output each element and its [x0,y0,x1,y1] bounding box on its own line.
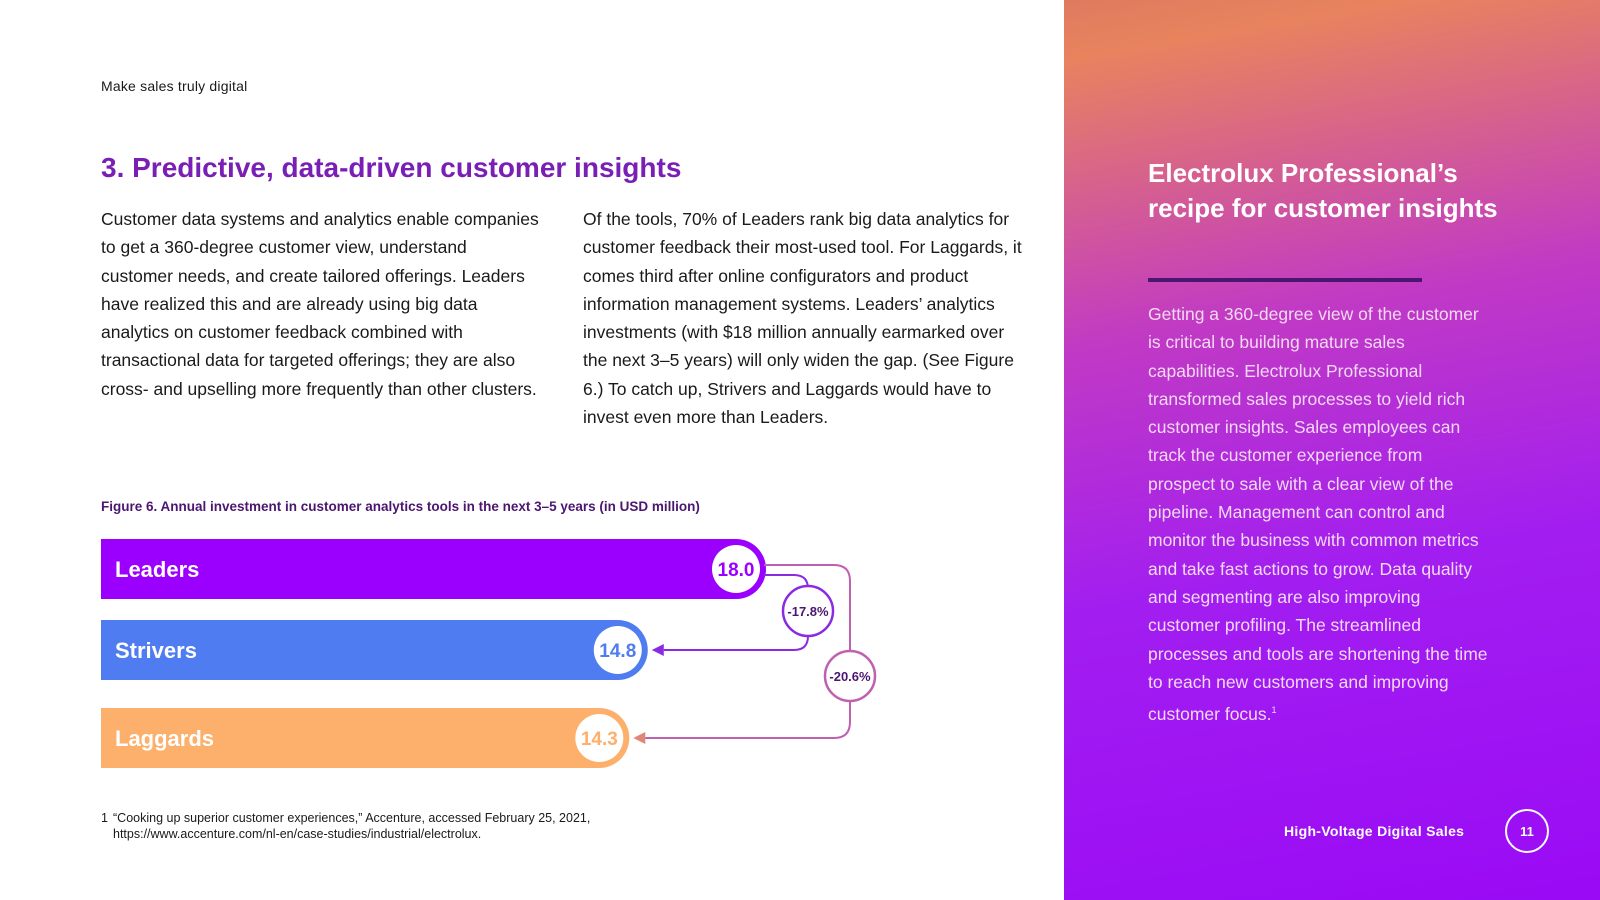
bar-leaders [101,539,766,599]
bar-laggards [101,708,630,768]
figure-title: Figure 6. Annual investment in customer … [101,499,700,514]
body-paragraph-2: Of the tools, 70% of Leaders rank big da… [583,209,1022,428]
sidebar-panel: Electrolux Professional’s recipe for cus… [1064,0,1600,900]
body-paragraph-1: Customer data systems and analytics enab… [101,209,539,399]
sidebar-body-text: Getting a 360-degree view of the custome… [1148,304,1488,724]
value-label-strivers: 14.8 [599,641,636,662]
annotation-circle-strivers [781,584,835,638]
bar-label-laggards: Laggards [115,726,214,751]
sidebar-divider [1148,278,1422,282]
bar-label-leaders: Leaders [115,557,199,582]
section-title: 3. Predictive, data-driven customer insi… [101,152,682,183]
value-circle-strivers [593,626,642,674]
bar-strivers [101,620,648,680]
footnote-url: https://www.accenture.com/nl-en/case-stu… [113,827,482,841]
footnote-number: 1 [101,811,108,825]
bar-label-strivers: Strivers [115,638,197,663]
value-label-leaders: 18.0 [718,560,755,581]
page-number-badge: 11 [1505,809,1549,853]
footer-report-title: High-Voltage Digital Sales [1284,823,1465,839]
annotation-label-strivers: -17.8% [787,604,829,619]
value-circle-leaders [712,545,760,593]
sidebar-footnote-ref: 1 [1271,705,1277,716]
investment-bar-chart: Leaders 18.0 Strivers 14.8 Laggards 14.3 -17.8… [101,539,877,768]
sidebar-title: Electrolux Professional’s recipe for cus… [1148,158,1498,223]
value-label-laggards: 14.3 [581,729,618,750]
sidebar-body: Getting a 360-degree view of the custome… [1148,300,1488,728]
annotation-circle-laggards [823,649,877,703]
arrowhead-laggards [633,732,646,744]
annotation-label-laggards: -20.6% [829,669,871,684]
eyebrow-label: Make sales truly digital [101,78,248,94]
footnote: 1 “Cooking up superior customer experienc… [101,810,590,842]
arrowhead-strivers [651,644,664,656]
value-circle-laggards [575,714,624,762]
footnote-text: “Cooking up superior customer experience… [113,811,591,825]
main-content: Make sales truly digital 3. Predictive, … [101,78,1022,842]
